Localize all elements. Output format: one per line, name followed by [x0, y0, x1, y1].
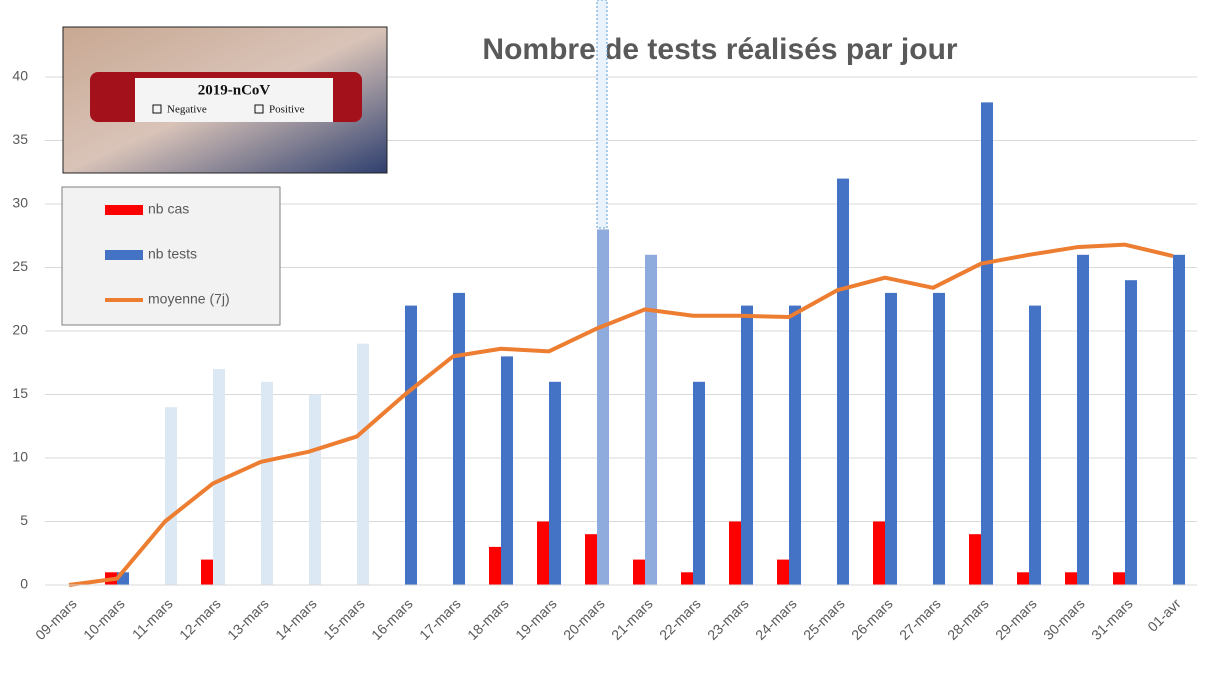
- bar: [1125, 280, 1137, 585]
- bar: [501, 356, 513, 585]
- photo-option: Negative: [167, 104, 207, 116]
- bar: [1113, 572, 1125, 585]
- y-tick-label: 25: [12, 258, 28, 274]
- bar: [969, 534, 981, 585]
- y-tick-label: 40: [12, 68, 28, 84]
- bar: [537, 521, 549, 585]
- bar: [213, 369, 225, 585]
- x-tick-label: 11-mars: [129, 595, 176, 642]
- selection-box: [596, 0, 608, 229]
- x-tick-label: 29-mars: [992, 595, 1040, 643]
- x-tick-label: 01-avr: [1144, 595, 1184, 635]
- bar: [981, 102, 993, 586]
- bar: [165, 407, 177, 585]
- x-tick-label: 09-mars: [32, 595, 80, 643]
- x-tick-label: 13-mars: [224, 595, 272, 643]
- bar: [1173, 254, 1185, 586]
- line: [68, 242, 1174, 587]
- bar: [741, 305, 753, 585]
- x-tick-label: 12-mars: [176, 595, 224, 643]
- x-tick-label: 15-mars: [320, 595, 368, 643]
- bar: [729, 521, 741, 585]
- bar: [1065, 572, 1077, 585]
- legend-box: [61, 186, 281, 326]
- bar: [1077, 254, 1089, 586]
- x-tick-label: 10-mars: [80, 595, 128, 643]
- checkbox: [152, 104, 162, 114]
- x-tick-label: 14-mars: [272, 595, 320, 643]
- x-tick-label: 30-mars: [1040, 595, 1088, 643]
- x-tick-label: 26-mars: [848, 595, 896, 643]
- y-tick-label: 10: [12, 449, 28, 465]
- x-tick-label: 31-mars: [1088, 595, 1136, 643]
- y-tick-label: 30: [12, 195, 28, 211]
- bar: [489, 546, 501, 585]
- bar: [633, 559, 645, 585]
- x-tick-label: 22-mars: [656, 595, 704, 643]
- legend-swatch: [105, 205, 143, 215]
- bar: [1029, 305, 1041, 585]
- bar: [1017, 572, 1029, 585]
- y-tick-label: 15: [12, 385, 28, 401]
- bar: [585, 534, 597, 585]
- legend-swatch: [105, 250, 143, 260]
- bar: [693, 381, 705, 585]
- bar: [885, 292, 897, 585]
- y-tick-label: 0: [20, 576, 28, 592]
- photo-option: Positive: [269, 104, 305, 116]
- bar: [873, 521, 885, 585]
- bar: [309, 394, 321, 585]
- x-tick-label: 21-mars: [608, 595, 656, 643]
- y-tick-label: 20: [12, 322, 28, 338]
- x-tick-label: 17-mars: [416, 595, 464, 643]
- y-tick-label: 5: [20, 512, 28, 528]
- x-tick-label: 23-mars: [704, 595, 752, 643]
- x-tick-label: 20-mars: [560, 595, 608, 643]
- bar: [789, 305, 801, 585]
- checkbox: [254, 104, 264, 114]
- x-tick-label: 25-mars: [800, 595, 848, 643]
- bar: [837, 178, 849, 585]
- bar: [405, 305, 417, 585]
- x-tick-label: 19-mars: [512, 595, 560, 643]
- bar: [261, 381, 273, 585]
- chart-title: Nombre de tests réalisés par jour: [482, 33, 958, 66]
- x-tick-label: 24-mars: [752, 595, 800, 643]
- bar: [357, 343, 369, 585]
- bar: [549, 381, 561, 585]
- legend-label: nb cas: [148, 201, 189, 217]
- legend: nb cas nb tests moyenne (7j): [61, 186, 281, 326]
- bar: [681, 572, 693, 585]
- bar: [777, 559, 789, 585]
- x-tick-label: 18-mars: [464, 595, 512, 643]
- x-tick-label: 28-mars: [944, 595, 992, 643]
- legend-label: nb tests: [148, 246, 197, 262]
- tube-label: [135, 78, 333, 122]
- y-tick-label: 35: [12, 131, 28, 147]
- legend-label: moyenne (7j): [148, 291, 230, 307]
- x-tick-label: 16-mars: [368, 595, 416, 643]
- x-tick-label: 27-mars: [896, 595, 944, 643]
- bar: [597, 229, 609, 585]
- bar: [933, 292, 945, 585]
- photo-label: 2019-nCoV: [198, 82, 271, 98]
- photo: 2019-nCoV Negative Positive: [62, 26, 388, 174]
- bar: [201, 559, 213, 585]
- bar: [645, 254, 657, 586]
- bar: [453, 292, 465, 585]
